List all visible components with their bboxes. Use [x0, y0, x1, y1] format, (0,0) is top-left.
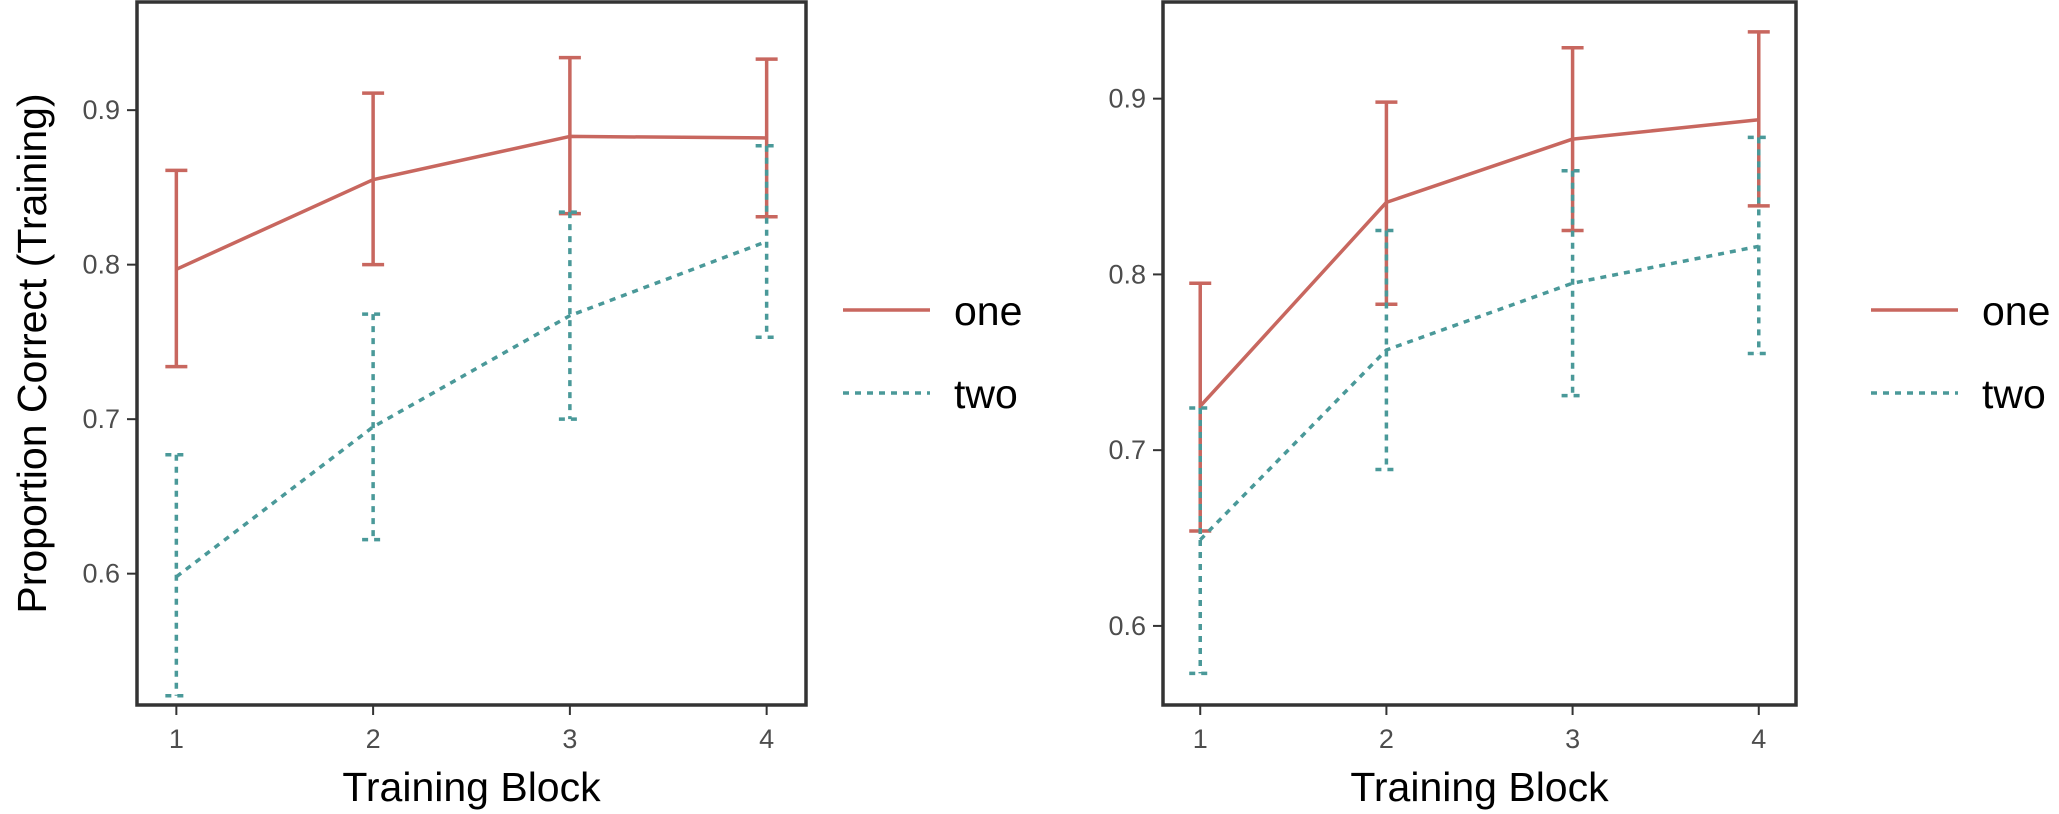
panel-frame: [1161, 0, 1798, 707]
series-line-two: [175, 239, 768, 579]
series-line-two: [1198, 244, 1760, 542]
chart-panel-1: 0.6 0.7 0.8 0.9 1 2 3 4 Training Block Proportion…: [9, 0, 1022, 810]
x-tick-label: 4: [1751, 724, 1766, 754]
x-tick-label: 1: [169, 724, 184, 754]
y-tick-label: 0.7: [82, 404, 120, 434]
y-tick-label: 0.8: [1108, 259, 1146, 289]
y-tick-label: 0.9: [1108, 84, 1146, 114]
y-tick-label: 0.9: [82, 95, 120, 125]
x-axis-title: Training Block: [1350, 764, 1609, 810]
y-axis-title: Proportion Correct (Training): [9, 93, 55, 613]
x-tick-label: 3: [562, 724, 577, 754]
y-tick-label: 0.6: [82, 559, 120, 589]
x-tick-label: 3: [1565, 724, 1580, 754]
y-tick-label: 0.8: [82, 250, 120, 280]
x-tick-label: 2: [1379, 724, 1394, 754]
x-axis-title: Training Block: [342, 764, 601, 810]
panel-frame: [135, 0, 808, 707]
legend-label-one: one: [954, 288, 1022, 334]
chart-panel-2: 0.6 0.7 0.8 0.9 1 2 3 4 Training Block one two: [1108, 0, 2050, 810]
y-tick-label: 0.7: [1108, 435, 1146, 465]
series-line-one: [175, 134, 767, 271]
legend-label-two: two: [954, 371, 1018, 417]
x-tick-label: 1: [1193, 724, 1208, 754]
x-tick-label: 2: [366, 724, 381, 754]
series-line-one: [1198, 118, 1759, 408]
y-tick-label: 0.6: [1108, 611, 1146, 641]
legend-label-two: two: [1982, 371, 2046, 417]
x-tick-label: 4: [759, 724, 774, 754]
legend-label-one: one: [1982, 288, 2050, 334]
